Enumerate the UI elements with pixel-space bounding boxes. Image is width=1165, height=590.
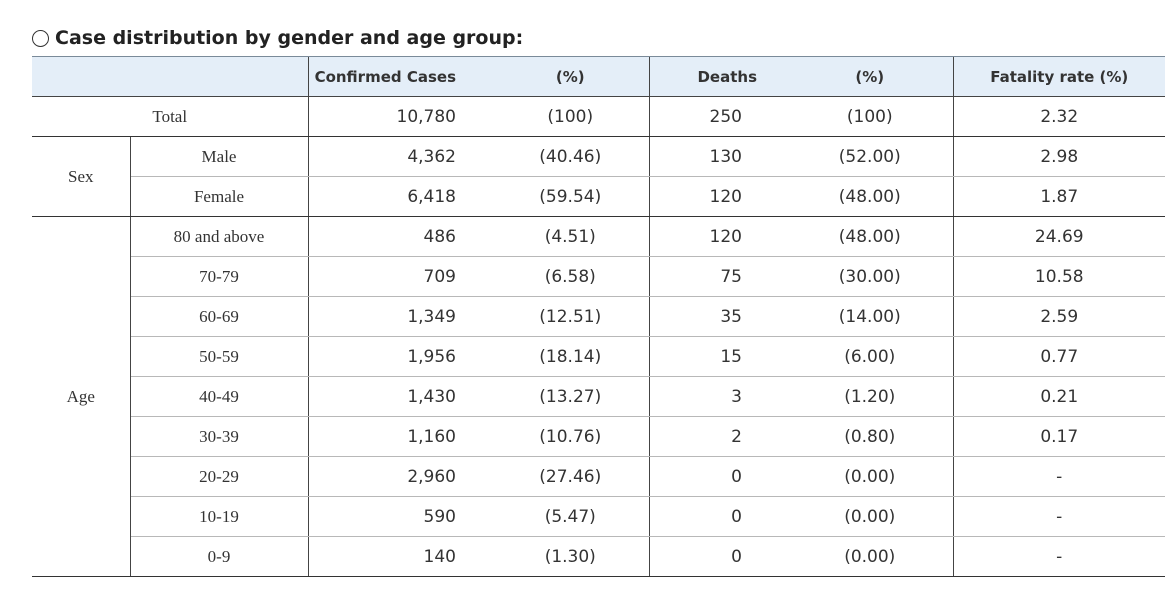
fatality-rate-cell: 0.77 — [952, 336, 1165, 377]
table-row-age-40-49: 40-49 1,430 (13.27) 3 (1.20) 0.21 — [32, 376, 1165, 417]
fatality-rate-cell: 2.32 — [952, 96, 1165, 137]
deaths-pct-cell: (0.00) — [787, 496, 953, 537]
row-label: 60-69 — [130, 296, 309, 337]
table-row-age-80-above: Age 80 and above 486 (4.51) 120 (48.00) … — [32, 216, 1165, 577]
fatality-rate-cell: 2.59 — [952, 296, 1165, 337]
confirmed-cases-cell: 1,160 — [308, 416, 492, 457]
confirmed-pct-cell: (5.47) — [492, 496, 649, 537]
fatality-rate-cell: - — [952, 456, 1165, 497]
row-label: 20-29 — [130, 456, 309, 497]
confirmed-pct-cell: (40.46) — [492, 136, 649, 177]
confirmed-cases-cell: 1,430 — [308, 376, 492, 417]
deaths-pct-cell: (48.00) — [787, 176, 953, 217]
table-row-age-70-79: 70-79 709 (6.58) 75 (30.00) 10.58 — [32, 256, 1165, 297]
confirmed-pct-cell: (100) — [492, 96, 649, 137]
section-title-text: Case distribution by gender and age grou… — [55, 27, 524, 49]
fatality-rate-cell: 2.98 — [952, 136, 1165, 177]
deaths-cell: 3 — [648, 376, 787, 417]
deaths-pct-cell: (100) — [787, 96, 953, 137]
confirmed-pct-cell: (59.54) — [492, 176, 649, 217]
row-label: 70-79 — [130, 256, 309, 297]
fatality-rate-cell: 0.17 — [952, 416, 1165, 457]
row-label: 50-59 — [130, 336, 309, 377]
deaths-cell: 15 — [648, 336, 787, 377]
deaths-cell: 0 — [648, 496, 787, 537]
confirmed-cases-cell: 486 — [308, 216, 492, 257]
table-row-age-60-69: 60-69 1,349 (12.51) 35 (14.00) 2.59 — [32, 296, 1165, 337]
confirmed-pct-cell: (6.58) — [492, 256, 649, 297]
row-label: Female — [130, 176, 309, 217]
confirmed-pct-cell: (1.30) — [492, 536, 649, 577]
deaths-pct-cell: (30.00) — [787, 256, 953, 297]
table-row-total: Total 10,780 (100) 250 (100) 2.32 — [32, 96, 1165, 137]
header-deaths: Deaths — [648, 56, 787, 97]
row-label: 10-19 — [130, 496, 309, 537]
table-row-age-50-59: 50-59 1,956 (18.14) 15 (6.00) 0.77 — [32, 336, 1165, 377]
fatality-rate-cell: 10.58 — [952, 256, 1165, 297]
row-label: 40-49 — [130, 376, 309, 417]
confirmed-pct-cell: (13.27) — [492, 376, 649, 417]
table-row-age-0-9: 0-9 140 (1.30) 0 (0.00) - — [32, 536, 1165, 577]
deaths-cell: 2 — [648, 416, 787, 457]
table-row-age-30-39: 30-39 1,160 (10.76) 2 (0.80) 0.17 — [32, 416, 1165, 457]
row-label: Total — [32, 96, 309, 137]
deaths-cell: 35 — [648, 296, 787, 337]
group-label-sex: Sex — [32, 136, 131, 217]
confirmed-cases-cell: 140 — [308, 536, 492, 577]
circle-bullet-icon — [32, 29, 49, 47]
deaths-cell: 130 — [648, 136, 787, 177]
confirmed-cases-cell: 6,418 — [308, 176, 492, 217]
row-label: Male — [130, 136, 309, 177]
confirmed-pct-cell: (4.51) — [492, 216, 649, 257]
table-row-age-20-29: 20-29 2,960 (27.46) 0 (0.00) - — [32, 456, 1165, 497]
confirmed-cases-cell: 709 — [308, 256, 492, 297]
fatality-rate-cell: - — [952, 536, 1165, 577]
header-confirmed-cases: Confirmed Cases — [307, 56, 492, 97]
fatality-rate-cell: 1.87 — [952, 176, 1165, 217]
deaths-cell: 120 — [648, 176, 787, 217]
section-title: Case distribution by gender and age grou… — [32, 24, 523, 52]
table-header-row: Confirmed Cases (%) Deaths (%) Fatality … — [32, 56, 1165, 97]
deaths-pct-cell: (0.00) — [787, 536, 953, 577]
row-label: 80 and above — [130, 216, 309, 257]
deaths-pct-cell: (1.20) — [787, 376, 953, 417]
confirmed-cases-cell: 10,780 — [308, 96, 492, 137]
confirmed-pct-cell: (27.46) — [492, 456, 649, 497]
confirmed-cases-cell: 2,960 — [308, 456, 492, 497]
deaths-pct-cell: (6.00) — [787, 336, 953, 377]
header-confirmed-pct: (%) — [492, 56, 649, 97]
row-label: 0-9 — [130, 536, 309, 577]
confirmed-pct-cell: (10.76) — [492, 416, 649, 457]
deaths-pct-cell: (14.00) — [787, 296, 953, 337]
table-row-male: Sex Male 4,362 (40.46) 130 (52.00) 2.98 — [32, 136, 1165, 217]
row-label: 30-39 — [130, 416, 309, 457]
table-row-female: Female 6,418 (59.54) 120 (48.00) 1.87 — [32, 176, 1165, 217]
fatality-rate-cell: 24.69 — [952, 216, 1165, 257]
confirmed-pct-cell: (18.14) — [492, 336, 649, 377]
header-deaths-pct: (%) — [787, 56, 953, 97]
fatality-rate-cell: 0.21 — [952, 376, 1165, 417]
deaths-cell: 120 — [648, 216, 787, 257]
header-fatality-rate: Fatality rate (%) — [952, 56, 1165, 97]
confirmed-cases-cell: 1,349 — [308, 296, 492, 337]
header-blank — [32, 56, 308, 97]
deaths-cell: 250 — [648, 96, 787, 137]
fatality-rate-cell: - — [952, 496, 1165, 537]
deaths-pct-cell: (52.00) — [787, 136, 953, 177]
confirmed-cases-cell: 1,956 — [308, 336, 492, 377]
deaths-pct-cell: (48.00) — [787, 216, 953, 257]
confirmed-cases-cell: 590 — [308, 496, 492, 537]
confirmed-cases-cell: 4,362 — [308, 136, 492, 177]
deaths-pct-cell: (0.80) — [787, 416, 953, 457]
deaths-cell: 75 — [648, 256, 787, 297]
group-label-age: Age — [32, 216, 131, 577]
table-row-age-10-19: 10-19 590 (5.47) 0 (0.00) - — [32, 496, 1165, 537]
deaths-cell: 0 — [648, 456, 787, 497]
deaths-pct-cell: (0.00) — [787, 456, 953, 497]
confirmed-pct-cell: (12.51) — [492, 296, 649, 337]
deaths-cell: 0 — [648, 536, 787, 577]
case-distribution-table: Confirmed Cases (%) Deaths (%) Fatality … — [32, 56, 1165, 577]
